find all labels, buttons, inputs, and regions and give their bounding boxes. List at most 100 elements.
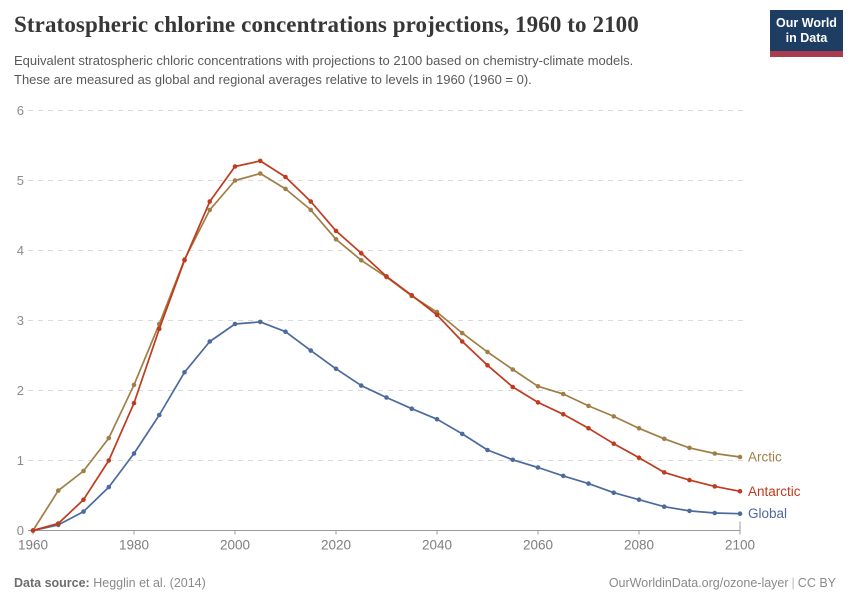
data-point-antarctic[interactable] <box>81 497 86 503</box>
data-point-global[interactable] <box>409 406 415 412</box>
data-point-global[interactable] <box>636 497 642 503</box>
data-point-global[interactable] <box>232 321 238 327</box>
data-point-global[interactable] <box>384 395 389 400</box>
data-point-arctic[interactable] <box>358 258 364 263</box>
data-point-arctic[interactable] <box>510 367 516 372</box>
data-point-antarctic[interactable] <box>384 274 389 279</box>
data-point-global[interactable] <box>333 366 339 372</box>
series-label-global[interactable]: Global <box>748 506 787 521</box>
data-point-antarctic[interactable] <box>308 199 314 204</box>
data-source: Data source: Hegglin et al. (2014) <box>14 576 206 590</box>
data-point-antarctic[interactable] <box>535 400 541 405</box>
data-point-arctic[interactable] <box>333 237 339 242</box>
data-point-antarctic[interactable] <box>182 258 187 263</box>
owid-url-link[interactable]: OurWorldinData.org/ozone-layer <box>608 576 789 590</box>
data-point-antarctic[interactable] <box>156 326 162 332</box>
data-point-global[interactable] <box>611 490 617 496</box>
footer-separator: | <box>791 576 795 590</box>
data-point-global[interactable] <box>535 465 541 470</box>
data-point-antarctic[interactable] <box>459 339 465 344</box>
data-point-antarctic[interactable] <box>283 174 288 180</box>
data-point-antarctic[interactable] <box>661 470 667 475</box>
data-point-antarctic[interactable] <box>257 158 263 164</box>
y-tick-label: 1 <box>17 453 24 468</box>
data-point-arctic[interactable] <box>131 382 137 388</box>
data-point-antarctic[interactable] <box>586 426 591 431</box>
data-point-global[interactable] <box>283 329 288 335</box>
data-point-arctic[interactable] <box>586 403 591 409</box>
x-tick-label: 1960 <box>18 538 48 553</box>
data-point-global[interactable] <box>81 509 86 514</box>
data-point-global[interactable] <box>308 348 314 353</box>
data-point-global[interactable] <box>560 473 566 479</box>
data-point-global[interactable] <box>459 431 465 437</box>
data-point-antarctic[interactable] <box>434 312 440 318</box>
data-point-arctic[interactable] <box>535 384 541 389</box>
data-point-antarctic[interactable] <box>687 477 692 483</box>
data-point-antarctic[interactable] <box>611 441 617 447</box>
data-point-global[interactable] <box>156 412 162 418</box>
data-point-arctic[interactable] <box>712 451 718 456</box>
data-point-global[interactable] <box>661 504 667 510</box>
series-label-antarctic[interactable]: Antarctic <box>748 484 801 499</box>
data-point-arctic[interactable] <box>636 426 642 431</box>
data-point-arctic[interactable] <box>257 171 263 176</box>
data-point-arctic[interactable] <box>232 178 238 183</box>
data-point-antarctic[interactable] <box>409 293 415 298</box>
data-point-global[interactable] <box>106 484 112 490</box>
data-point-antarctic[interactable] <box>30 528 36 533</box>
owid-logo[interactable]: Our World in Data <box>770 10 843 57</box>
data-point-global[interactable] <box>586 481 591 486</box>
data-point-arctic[interactable] <box>737 454 743 460</box>
data-point-global[interactable] <box>712 510 718 516</box>
data-point-antarctic[interactable] <box>510 384 516 390</box>
data-point-antarctic[interactable] <box>333 228 339 234</box>
data-point-antarctic[interactable] <box>131 400 137 406</box>
data-point-antarctic[interactable] <box>232 164 238 169</box>
data-point-arctic[interactable] <box>283 186 288 192</box>
y-tick-label: 6 <box>17 103 24 118</box>
data-point-global[interactable] <box>207 339 213 344</box>
x-tick-label: 2100 <box>725 538 755 553</box>
data-point-antarctic[interactable] <box>207 199 213 204</box>
data-point-global[interactable] <box>434 416 440 422</box>
series-line-antarctic[interactable] <box>32 160 741 532</box>
data-point-antarctic[interactable] <box>358 251 364 256</box>
y-tick-label: 2 <box>17 383 24 398</box>
data-point-antarctic[interactable] <box>55 521 61 526</box>
data-point-arctic[interactable] <box>611 414 617 419</box>
data-point-global[interactable] <box>485 447 490 453</box>
data-point-arctic[interactable] <box>485 349 490 355</box>
data-point-arctic[interactable] <box>106 435 112 441</box>
data-point-global[interactable] <box>358 383 364 388</box>
data-point-antarctic[interactable] <box>106 458 112 463</box>
data-point-global[interactable] <box>257 319 263 325</box>
data-point-arctic[interactable] <box>560 391 566 397</box>
data-point-arctic[interactable] <box>459 330 465 336</box>
license-cc-by-link[interactable]: CC BY <box>797 576 836 590</box>
data-point-antarctic[interactable] <box>712 484 718 489</box>
data-point-antarctic[interactable] <box>636 455 642 461</box>
data-point-arctic[interactable] <box>308 207 314 213</box>
subtitle-line-2: These are measured as global and regiona… <box>14 71 532 87</box>
data-point-arctic[interactable] <box>81 468 86 474</box>
data-point-global[interactable] <box>131 451 137 456</box>
data-point-arctic[interactable] <box>687 445 692 451</box>
chart-subtitle: Equivalent stratospheric chloric concent… <box>14 52 774 90</box>
data-point-antarctic[interactable] <box>485 363 490 368</box>
owid-logo-line1: Our World <box>776 16 837 30</box>
data-point-antarctic[interactable] <box>737 489 743 494</box>
data-point-arctic[interactable] <box>661 436 667 442</box>
y-tick-label: 0 <box>17 523 24 538</box>
data-point-arctic[interactable] <box>207 207 213 213</box>
y-tick-label: 5 <box>17 173 24 188</box>
series-label-arctic[interactable]: Arctic <box>748 450 782 465</box>
data-point-global[interactable] <box>182 370 187 375</box>
data-point-antarctic[interactable] <box>560 412 566 417</box>
data-point-global[interactable] <box>687 508 692 514</box>
data-point-global[interactable] <box>737 511 743 516</box>
data-point-global[interactable] <box>510 457 516 463</box>
data-point-arctic[interactable] <box>55 488 61 493</box>
series-line-arctic[interactable] <box>32 172 741 531</box>
